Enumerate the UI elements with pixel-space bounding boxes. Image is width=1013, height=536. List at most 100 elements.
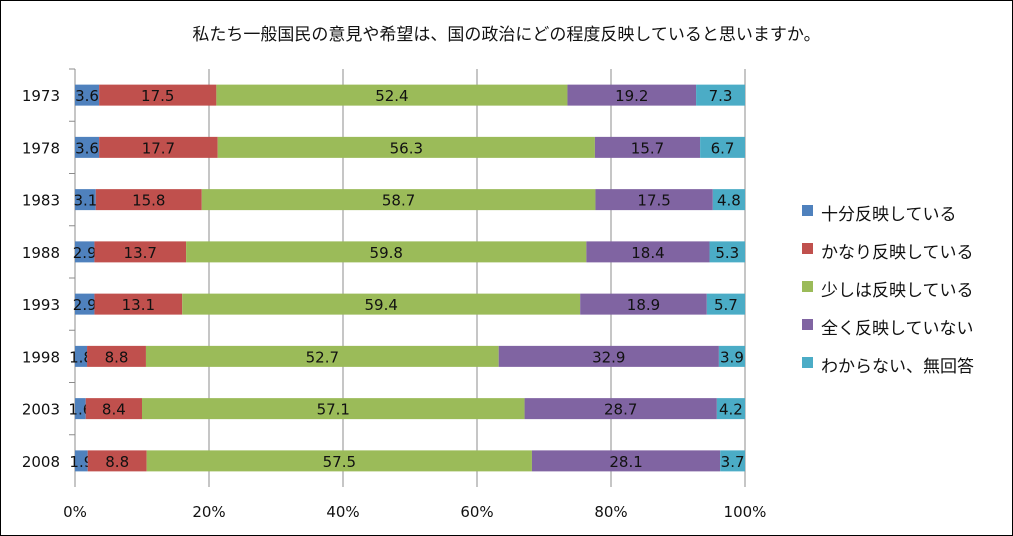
bar-segment	[718, 345, 745, 367]
x-tick-label: 40%	[326, 503, 359, 521]
data-label: 15.8	[132, 192, 165, 210]
bar-segment	[720, 450, 745, 472]
bar-segment	[75, 450, 88, 472]
bar-segment	[75, 398, 86, 420]
legend-label: わからない、無回答	[821, 357, 974, 377]
bar-segment	[186, 241, 587, 263]
bar-segment	[75, 84, 100, 106]
bar-segment	[99, 136, 218, 158]
data-label: 5.3	[715, 244, 739, 262]
bar-segment	[700, 136, 745, 158]
legend-swatch	[802, 243, 813, 254]
data-label: 58.7	[382, 192, 415, 210]
data-label: 3.6	[75, 139, 99, 157]
data-label: 1.9	[69, 453, 93, 471]
bar-segment	[145, 345, 499, 367]
data-label: 57.5	[323, 453, 356, 471]
y-tick-label: 2008	[22, 453, 60, 471]
bar-segment	[706, 293, 745, 315]
bar-segment	[94, 241, 187, 263]
data-label: 3.6	[75, 87, 99, 105]
legend-swatch	[802, 357, 813, 368]
data-label: 28.1	[609, 453, 642, 471]
data-label: 4.2	[719, 401, 743, 419]
bar-segment	[716, 398, 745, 420]
data-label: 3.7	[721, 453, 745, 471]
legend-swatch	[802, 319, 813, 330]
bar-segment	[142, 398, 525, 420]
bar-segment	[87, 345, 146, 367]
bar-segment	[99, 84, 217, 106]
bar-segment	[217, 136, 595, 158]
bar-segment	[524, 398, 717, 420]
bar-segment	[594, 136, 701, 158]
bar-segment	[201, 189, 596, 211]
data-label: 56.3	[390, 139, 423, 157]
data-label: 59.4	[364, 296, 397, 314]
x-tick-label: 100%	[724, 503, 767, 521]
data-label: 3.1	[73, 192, 97, 210]
y-tick-label: 1993	[22, 296, 60, 314]
data-label: 13.1	[122, 296, 155, 314]
data-label: 19.2	[615, 87, 648, 105]
data-label: 8.8	[105, 453, 129, 471]
data-label: 17.5	[141, 87, 174, 105]
bar-segment	[586, 241, 710, 263]
legend-label: 全く反映していない	[821, 319, 974, 339]
data-label: 17.7	[142, 139, 175, 157]
data-label: 2.9	[73, 244, 97, 262]
bar-segment	[75, 293, 95, 315]
bar-segment	[216, 84, 568, 106]
data-label: 52.7	[306, 348, 339, 366]
data-label: 7.3	[709, 87, 733, 105]
legend-label: かなり反映している	[821, 243, 974, 263]
x-tick-label: 60%	[460, 503, 493, 521]
bar-segment	[94, 293, 183, 315]
bar-segment	[75, 241, 95, 263]
data-label: 6.7	[711, 139, 735, 157]
bar-segment	[696, 84, 745, 106]
bar-segment	[567, 84, 697, 106]
data-label: 2.9	[73, 296, 97, 314]
bar-segment	[75, 136, 100, 158]
data-label: 4.8	[717, 192, 741, 210]
bar-segment	[182, 293, 581, 315]
data-label: 13.7	[124, 244, 157, 262]
data-label: 32.9	[592, 348, 625, 366]
bar-segment	[85, 398, 142, 420]
legend-swatch	[802, 281, 813, 292]
bar-segment	[75, 189, 96, 211]
chart-title: 私たち一般国民の意見や希望は、国の政治にどの程度反映していると思いますか。	[192, 25, 821, 45]
data-label: 17.5	[637, 192, 670, 210]
y-tick-label: 1973	[22, 87, 60, 105]
data-label: 5.7	[714, 296, 738, 314]
x-tick-label: 80%	[594, 503, 627, 521]
bar-segment	[709, 241, 745, 263]
data-label: 18.4	[631, 244, 664, 262]
y-tick-label: 1988	[22, 244, 60, 262]
legend-label: 十分反映している	[821, 205, 957, 225]
data-label: 15.7	[631, 139, 664, 157]
x-tick-label: 20%	[192, 503, 225, 521]
data-label: 52.4	[375, 87, 408, 105]
bar-segment	[95, 189, 202, 211]
data-label: 28.7	[604, 401, 637, 419]
y-tick-label: 1998	[22, 348, 60, 366]
data-label: 8.8	[105, 348, 129, 366]
bar-segment	[498, 345, 719, 367]
bar-segment	[580, 293, 707, 315]
bar-segment	[146, 450, 532, 472]
data-label: 18.9	[627, 296, 660, 314]
bar-segment	[531, 450, 721, 472]
data-label: 57.1	[317, 401, 350, 419]
data-label: 1.8	[69, 348, 93, 366]
y-tick-label: 1983	[22, 192, 60, 210]
bar-segment	[87, 450, 147, 472]
legend-swatch	[802, 205, 813, 216]
y-tick-label: 1978	[22, 139, 60, 157]
data-label: 8.4	[102, 401, 126, 419]
data-label: 3.9	[720, 348, 744, 366]
bar-segment	[595, 189, 713, 211]
data-label: 59.8	[370, 244, 403, 262]
